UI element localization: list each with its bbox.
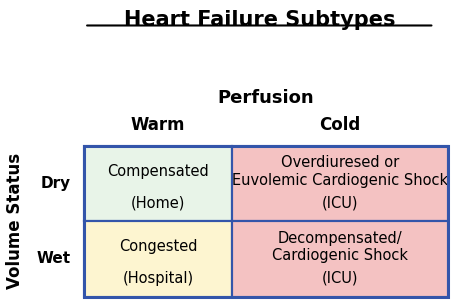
Text: Overdiuresed or
Euvolemic Cardiogenic Shock: Overdiuresed or Euvolemic Cardiogenic Sh…	[232, 155, 448, 188]
FancyBboxPatch shape	[84, 221, 232, 297]
Text: Volume Status: Volume Status	[6, 153, 24, 289]
Text: Compensated: Compensated	[107, 164, 209, 179]
Text: Decompensated/
Cardiogenic Shock: Decompensated/ Cardiogenic Shock	[272, 231, 408, 263]
Text: (ICU): (ICU)	[322, 271, 358, 286]
Text: (Hospital): (Hospital)	[122, 271, 193, 286]
Text: Dry: Dry	[40, 176, 71, 191]
Text: Perfusion: Perfusion	[218, 89, 314, 107]
Text: Congested: Congested	[118, 239, 197, 254]
Text: (Home): (Home)	[131, 196, 185, 211]
Text: Heart Failure Subtypes: Heart Failure Subtypes	[124, 10, 395, 30]
Text: Warm: Warm	[131, 116, 185, 134]
Text: (ICU): (ICU)	[322, 196, 358, 211]
FancyBboxPatch shape	[232, 221, 448, 297]
FancyBboxPatch shape	[84, 146, 232, 221]
Text: Cold: Cold	[319, 116, 361, 134]
Text: Wet: Wet	[36, 251, 71, 266]
FancyBboxPatch shape	[232, 146, 448, 221]
